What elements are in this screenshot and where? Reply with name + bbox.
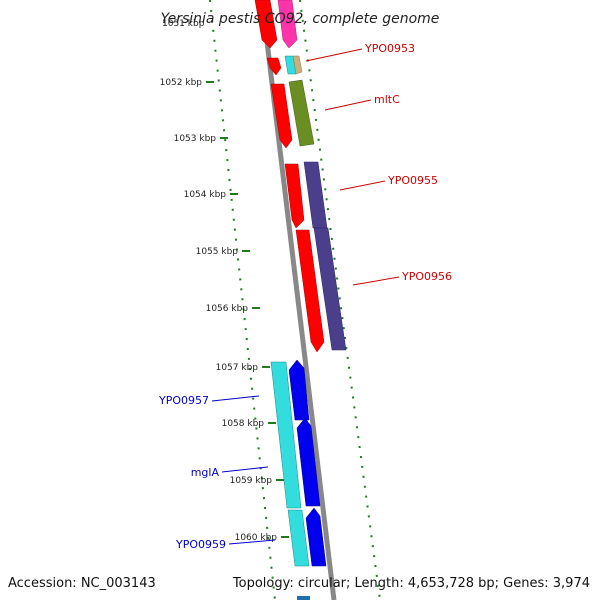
gene-label-leader: [339, 180, 386, 191]
gene-label[interactable]: YPO0957: [158, 394, 209, 407]
genome-title: Yersinia pestis CO92, complete genome: [161, 11, 440, 27]
tick-label: 1058 kbp: [222, 419, 265, 429]
tick-label: 1056 kbp: [206, 304, 249, 314]
gene-label[interactable]: mglA: [191, 466, 220, 479]
gene-label-leader: [211, 395, 260, 402]
gene-arrow[interactable]: [287, 509, 310, 567]
gene-label[interactable]: YPO0959: [175, 538, 226, 551]
scale-ticks: 1052 kbp 1053 kbp 1054 kbp 1055 kbp 1056 kbp…: [160, 78, 289, 543]
gene-label[interactable]: YPO0956: [401, 270, 452, 283]
tick-label: 1059 kbp: [230, 476, 273, 486]
gene-label[interactable]: YPO0955: [387, 174, 438, 187]
gene-arrow[interactable]: [303, 161, 328, 229]
gene-label-leader: [324, 99, 372, 111]
gene-arrow[interactable]: [297, 596, 310, 600]
gene-arrow[interactable]: [295, 229, 325, 353]
gene-label-leader: [352, 276, 400, 286]
tick-label: 1060 kbp: [235, 533, 278, 543]
gene-arrow[interactable]: [288, 79, 315, 147]
gene-arrow[interactable]: [292, 55, 303, 75]
gene-label-leader: [221, 466, 269, 473]
tick-label: 1054 kbp: [184, 190, 227, 200]
gene-arrow[interactable]: [266, 57, 282, 76]
outer-tick-rail: [299, 0, 381, 600]
gene-arrow[interactable]: [270, 83, 293, 149]
tick-label: 1053 kbp: [174, 134, 217, 144]
gene-arrow[interactable]: [277, 0, 298, 49]
tick-label: 1052 kbp: [160, 78, 203, 88]
gene-arrow[interactable]: [296, 417, 321, 507]
gene-arrow[interactable]: [305, 507, 327, 567]
gene-label[interactable]: mltC: [374, 93, 400, 106]
tick-label: 1055 kbp: [196, 247, 239, 257]
partial-tick-label: 1051 kbp: [162, 19, 205, 29]
gene-arrow[interactable]: [288, 359, 310, 421]
gene-labels: YPO0953 mltC YPO0955 YPO0956 YPO0957 mglA YPO0…: [158, 42, 452, 551]
tick-label: 1057 kbp: [216, 363, 259, 373]
gene-label[interactable]: YPO0953: [364, 42, 415, 55]
gene-arrow[interactable]: [313, 227, 347, 351]
gene-label-leader: [228, 539, 276, 545]
topology-text: Topology: circular; Length: 4,653,728 bp…: [232, 576, 590, 591]
accession-text: Accession: NC_003143: [8, 576, 156, 591]
gene-arrow[interactable]: [254, 0, 278, 49]
gene-features: [254, 0, 347, 600]
inner-tick-rail: [209, 0, 276, 600]
gene-label-leader: [305, 48, 363, 62]
gene-arrow[interactable]: [284, 163, 305, 229]
gene-arrow[interactable]: [270, 361, 302, 509]
